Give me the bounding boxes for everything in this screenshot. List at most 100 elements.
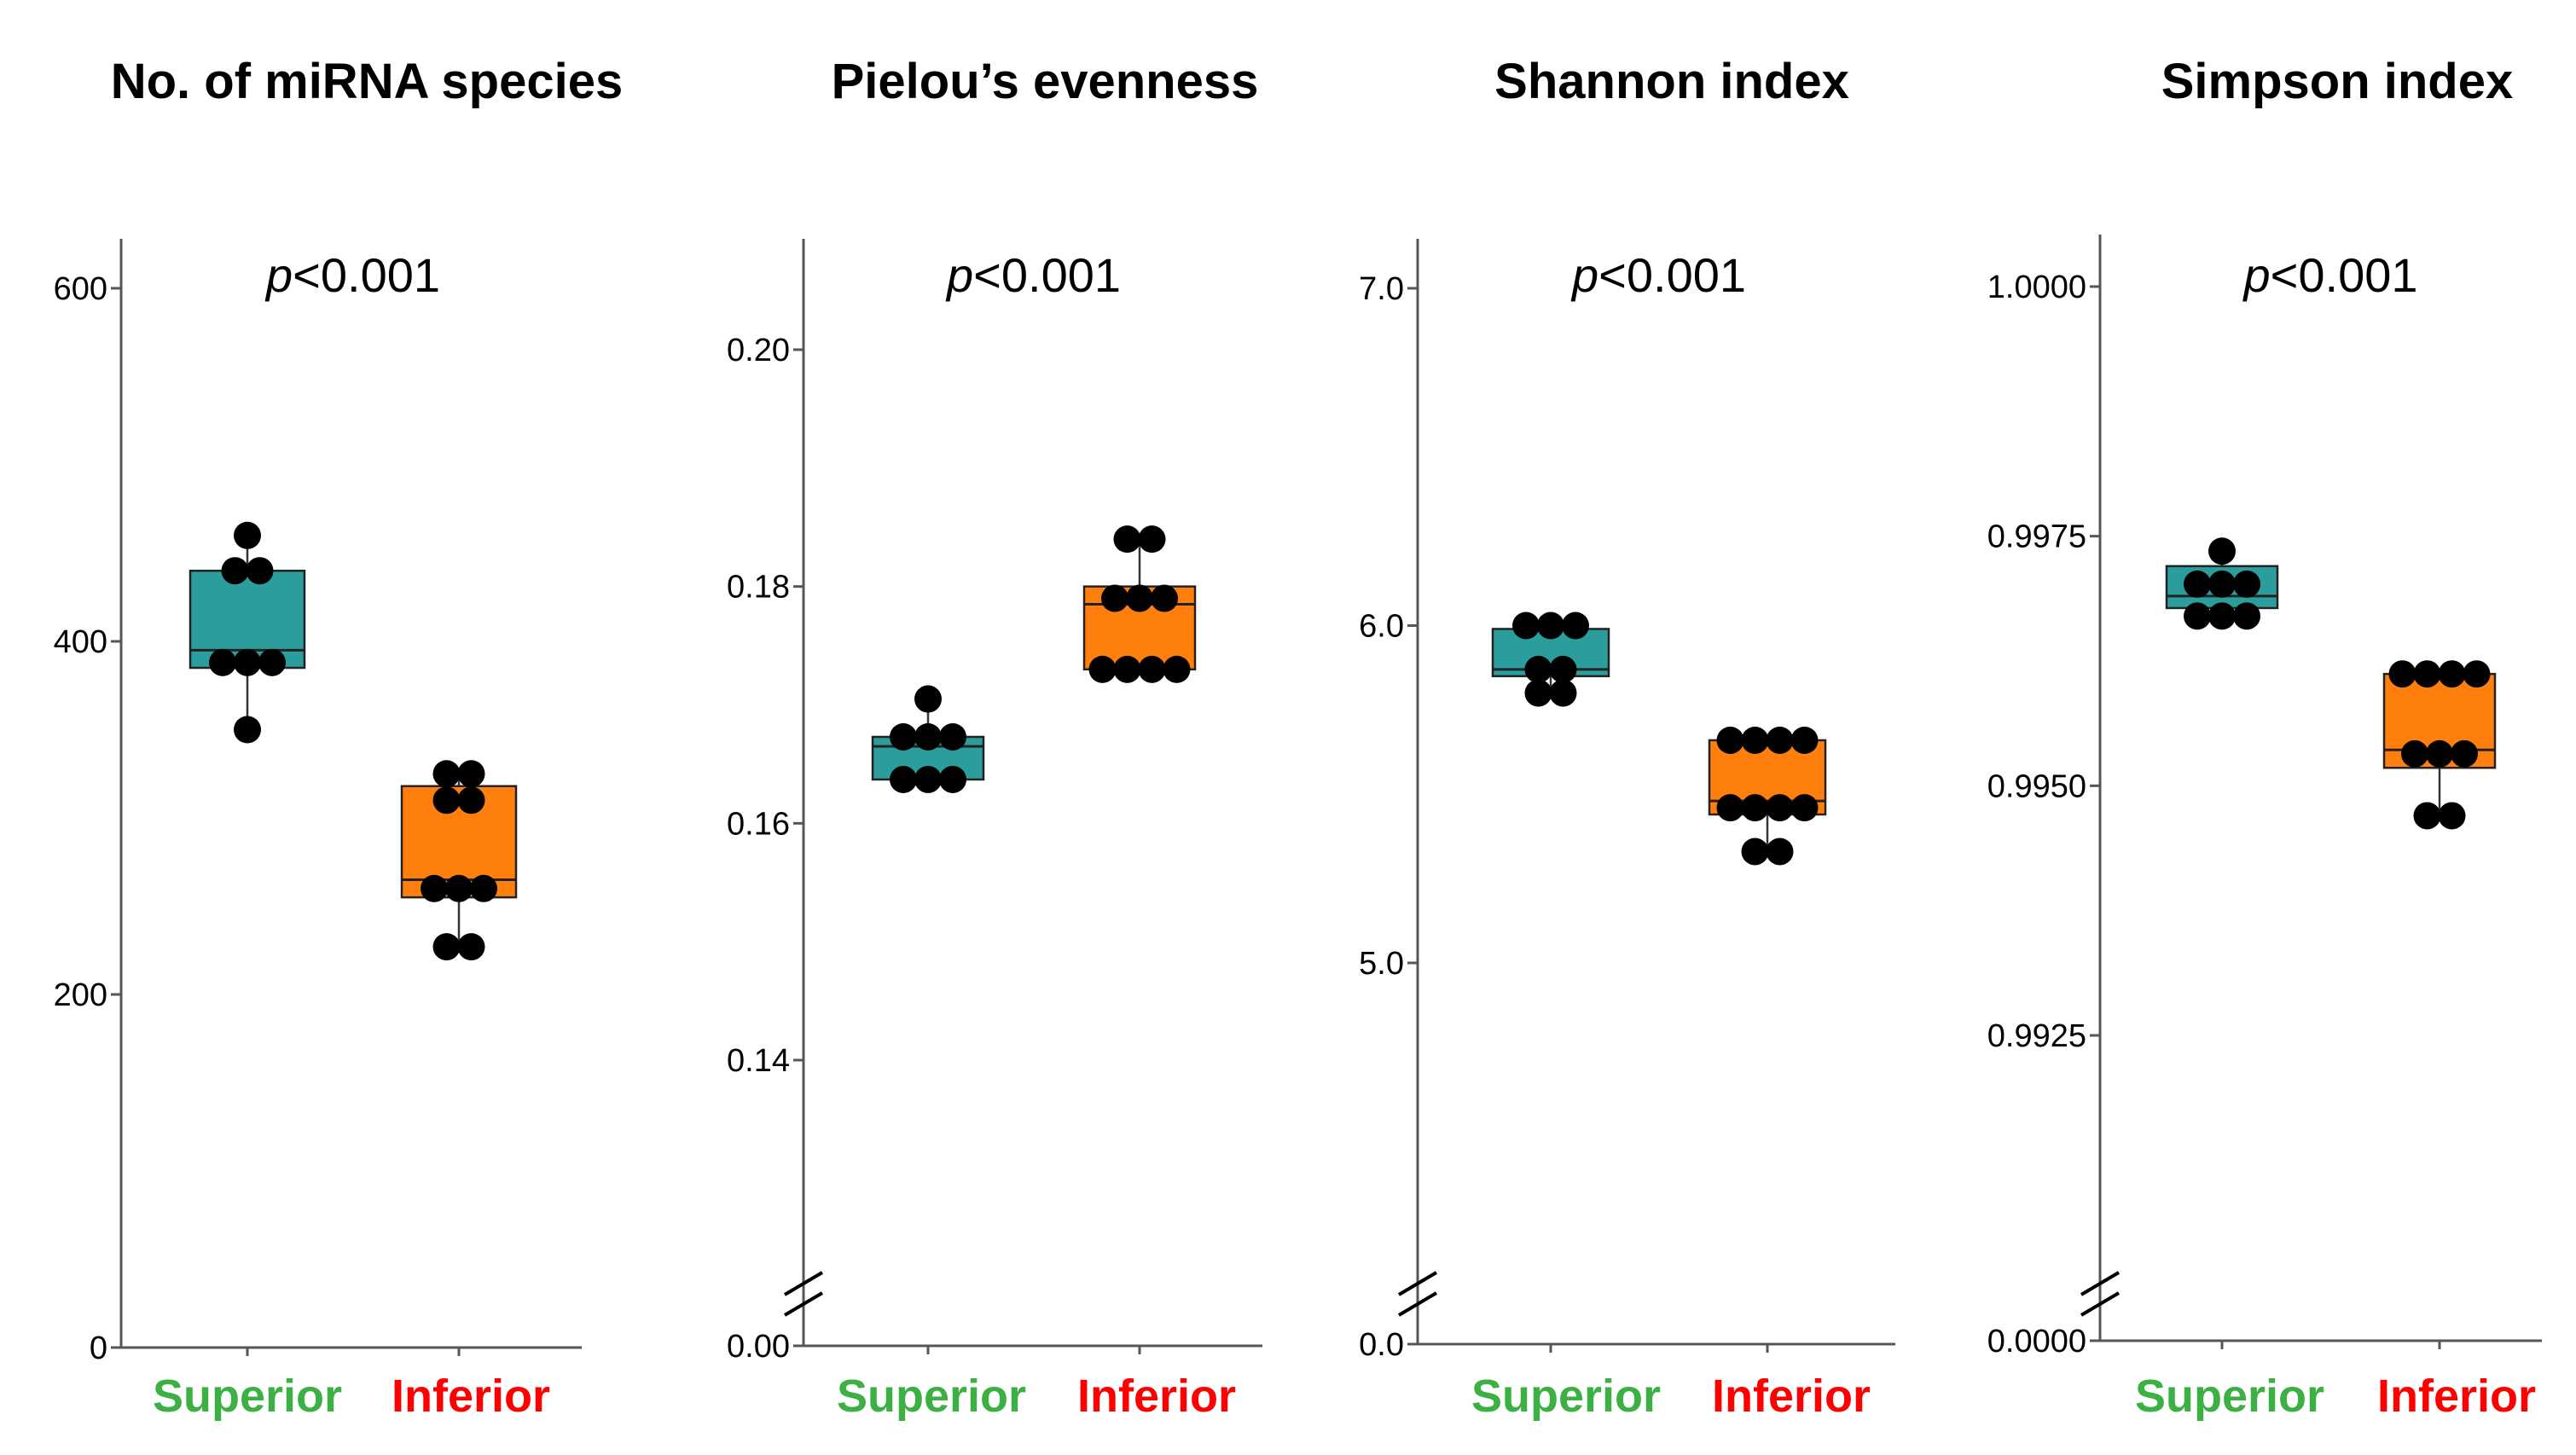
data-point [1113, 655, 1141, 683]
data-point [1790, 794, 1819, 822]
data-point [457, 786, 485, 814]
x-category-label: Inferior [392, 1371, 550, 1422]
y-tick-label: 5.0 [1359, 946, 1404, 982]
data-point [914, 765, 942, 793]
data-point [1101, 584, 1128, 612]
data-point [1741, 726, 1769, 754]
panel-shannon-index: Shannon index 5.0 6.0 7.0 0.0 p<0.001 Superio… [1359, 54, 1895, 1422]
data-point [234, 521, 261, 549]
axis-break-mark [1397, 1271, 1438, 1296]
x-category-label: Superior [837, 1371, 1026, 1422]
y-tick-label: 0.18 [727, 570, 790, 606]
data-point [1716, 794, 1744, 822]
p-value: <0.001 [1598, 248, 1746, 302]
axis-break-mark [2080, 1291, 2121, 1317]
y-tick-label: 1.0000 [1987, 270, 2086, 305]
data-point [209, 648, 236, 676]
data-point [1766, 726, 1794, 754]
data-point [1113, 525, 1141, 554]
box-inferior [1708, 726, 1827, 866]
axis-break-mark [1397, 1291, 1438, 1317]
data-point [2426, 739, 2453, 768]
box-superior [1491, 612, 1610, 707]
data-point [258, 648, 286, 676]
y-tick-label: 600 [54, 271, 107, 307]
p-value-label: p<0.001 [264, 248, 440, 302]
p-value-label: p<0.001 [1570, 248, 1746, 302]
data-point [457, 933, 485, 961]
y-break-label: 0.0000 [1987, 1324, 2086, 1359]
data-point [1766, 794, 1794, 822]
box-superior [871, 685, 985, 793]
data-point [2438, 802, 2466, 830]
panel-pielou-evenness: Pielou’s evenness 0.14 0.16 0.18 0.20 0.00 p<… [727, 54, 1262, 1422]
data-point [2184, 570, 2211, 598]
data-point [2233, 570, 2260, 598]
data-point [2413, 802, 2441, 830]
data-point [914, 685, 942, 713]
data-point [432, 786, 461, 814]
data-point [1766, 838, 1794, 866]
data-point [1537, 612, 1564, 640]
data-point [1790, 726, 1819, 754]
data-point [1088, 655, 1117, 683]
data-point [939, 722, 966, 751]
y-tick-label: 0.14 [727, 1043, 790, 1079]
data-point [2463, 660, 2491, 688]
data-point [2208, 537, 2236, 565]
data-point [1524, 655, 1552, 683]
data-point [1138, 525, 1166, 554]
y-tick-label: 0.9925 [1987, 1018, 2086, 1054]
data-point [914, 722, 942, 751]
y-tick-label: 0.16 [727, 806, 790, 842]
data-point [1741, 838, 1769, 866]
p-value: <0.001 [2271, 248, 2418, 302]
y-break-label: 0.00 [727, 1329, 790, 1365]
data-point [421, 874, 448, 902]
y-tick-label: 200 [54, 977, 107, 1013]
y-tick-label: 400 [54, 624, 107, 660]
p-symbol: p [2242, 248, 2271, 302]
y-tick-label: 0.9975 [1987, 519, 2086, 555]
data-point [2208, 570, 2236, 598]
box-superior [2165, 537, 2279, 630]
panel-title: No. of miRNA species [111, 54, 624, 109]
data-point [1716, 726, 1744, 754]
p-value: <0.001 [293, 248, 440, 302]
axis-break-mark [2080, 1271, 2121, 1296]
y-tick-label: 0 [90, 1330, 107, 1366]
box-inferior [2382, 660, 2497, 830]
x-category-label: Inferior [1077, 1371, 1236, 1422]
data-point [1524, 679, 1552, 707]
x-category-label: Superior [153, 1371, 342, 1422]
panel-mirna-species: No. of miRNA species 0 200 400 600 p<0.001 Su… [54, 54, 624, 1422]
box-superior [189, 521, 306, 744]
panel-simpson-index: Simpson index 0.9925 0.9950 0.9975 1.0000 0.… [1987, 54, 2542, 1422]
data-point [432, 760, 461, 788]
p-symbol: p [945, 248, 973, 302]
y-tick-label: 6.0 [1359, 609, 1404, 645]
y-break-label: 0.0 [1359, 1327, 1404, 1363]
data-point [246, 557, 274, 585]
data-point [2184, 602, 2211, 630]
data-point [2451, 739, 2478, 768]
p-value-label: p<0.001 [2242, 248, 2418, 302]
data-point [221, 557, 249, 585]
data-point [1549, 679, 1577, 707]
data-point [890, 722, 917, 751]
data-point [890, 765, 917, 793]
y-tick-label: 0.9950 [1987, 768, 2086, 804]
p-symbol: p [264, 248, 293, 302]
x-category-label: Inferior [2377, 1371, 2536, 1422]
data-point [1138, 655, 1166, 683]
x-category-label: Inferior [1712, 1371, 1871, 1422]
data-point [1126, 584, 1153, 612]
data-point [432, 933, 461, 961]
data-point [1549, 655, 1577, 683]
p-value-label: p<0.001 [945, 248, 1121, 302]
panel-title: Simpson index [2161, 54, 2514, 109]
data-point [2413, 660, 2441, 688]
data-point [457, 760, 485, 788]
